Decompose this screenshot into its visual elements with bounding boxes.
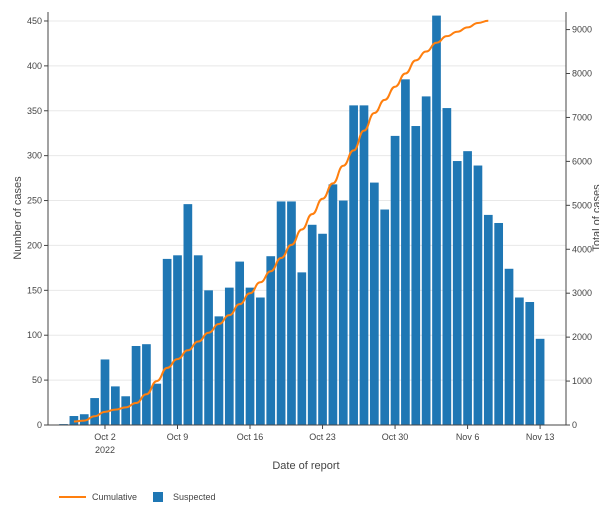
y-tick-label: 200 xyxy=(27,240,42,250)
bar-suspected[interactable] xyxy=(69,416,79,425)
legend-item-suspected[interactable]: Suspected xyxy=(153,492,216,502)
bar-suspected[interactable] xyxy=(307,224,317,425)
bar-suspected[interactable] xyxy=(411,126,421,425)
bar-suspected[interactable] xyxy=(432,15,441,425)
x-axis-label: Date of report xyxy=(272,460,339,472)
y2-tick-label: 4000 xyxy=(572,244,592,254)
bar-suspected[interactable] xyxy=(183,204,193,425)
y-axis-label: Number of cases xyxy=(12,176,24,260)
legend-square-swatch xyxy=(153,492,163,502)
bar-suspected[interactable] xyxy=(297,272,307,425)
bar-suspected[interactable] xyxy=(463,151,472,426)
bar-suspected[interactable] xyxy=(390,135,400,425)
legend-item-cumulative[interactable]: Cumulative xyxy=(59,492,137,502)
y2-tick-label: 8000 xyxy=(572,69,592,79)
y2-tick-label: 1000 xyxy=(572,376,592,386)
bar-suspected[interactable] xyxy=(349,105,358,426)
y2-tick-label: 5000 xyxy=(572,200,592,210)
y-tick-label: 300 xyxy=(27,151,42,161)
y-tick-label: 100 xyxy=(27,330,42,340)
bar-suspected[interactable] xyxy=(121,396,131,425)
bar-suspected[interactable] xyxy=(380,209,390,425)
bar-suspected[interactable] xyxy=(318,233,327,425)
bar-suspected[interactable] xyxy=(338,200,348,425)
bar-suspected[interactable] xyxy=(287,201,296,425)
y-tick-label: 0 xyxy=(37,420,42,430)
bar-suspected[interactable] xyxy=(473,165,483,425)
bar-suspected[interactable] xyxy=(494,222,504,425)
bar-suspected[interactable] xyxy=(421,96,431,425)
bar-suspected[interactable] xyxy=(100,359,110,425)
y2-tick-label: 2000 xyxy=(572,332,592,342)
bar-suspected[interactable] xyxy=(142,344,151,425)
bar-suspected[interactable] xyxy=(162,258,172,425)
bar-suspected[interactable] xyxy=(110,386,120,425)
y-tick-label: 450 xyxy=(27,16,42,26)
y2-tick-label: 0 xyxy=(572,420,577,430)
bar-suspected[interactable] xyxy=(224,287,234,425)
bar-suspected[interactable] xyxy=(245,287,255,425)
gridlines xyxy=(48,20,566,381)
y-tick-label: 250 xyxy=(27,196,42,206)
bar-suspected[interactable] xyxy=(525,301,535,425)
bar-suspected[interactable] xyxy=(504,268,514,425)
axes xyxy=(47,12,567,426)
bar-suspected[interactable] xyxy=(369,182,379,425)
bar-suspected[interactable] xyxy=(266,256,276,425)
x-tick-label: Oct 16 xyxy=(237,432,264,442)
bar-suspected[interactable] xyxy=(214,316,224,425)
x-tick-sublabel: 2022 xyxy=(95,445,115,455)
y2-axis-label: Total of cases xyxy=(591,184,599,252)
bars-suspected xyxy=(59,15,545,426)
x-tick-label: Oct 9 xyxy=(167,432,189,442)
bar-suspected[interactable] xyxy=(276,201,286,425)
bar-suspected[interactable] xyxy=(483,214,493,425)
y2-tick-label: 6000 xyxy=(572,156,592,166)
x-tick-label: Nov 6 xyxy=(456,432,480,442)
cumulative-line[interactable] xyxy=(73,19,489,423)
y-tick-label: 400 xyxy=(27,61,42,71)
bar-suspected[interactable] xyxy=(359,105,369,426)
bar-suspected[interactable] xyxy=(131,345,141,425)
legend-label-suspected: Suspected xyxy=(173,492,216,502)
y-tick-labels: 0 50 100 150 200 250 300 350 400 450 xyxy=(27,16,48,430)
y2-tick-label: 3000 xyxy=(572,288,592,298)
x-tick-label: Oct 30 xyxy=(382,432,409,442)
y-tick-label: 350 xyxy=(27,106,42,116)
x-tick-label: Nov 13 xyxy=(526,432,555,442)
bar-suspected[interactable] xyxy=(90,398,99,425)
y-tick-label: 150 xyxy=(27,285,42,295)
y2-tick-label: 9000 xyxy=(572,25,592,35)
y2-tick-labels: 0 1000 2000 3000 4000 5000 6000 7000 8000 9000 xyxy=(566,25,592,430)
bar-suspected[interactable] xyxy=(173,255,182,425)
bar-suspected[interactable] xyxy=(535,338,545,425)
x-tick-label: Oct 2 xyxy=(94,432,116,442)
y2-tick-label: 7000 xyxy=(572,112,592,122)
y-tick-label: 50 xyxy=(32,375,42,385)
bar-suspected[interactable] xyxy=(328,184,338,425)
bar-suspected[interactable] xyxy=(235,261,245,425)
bar-suspected[interactable] xyxy=(193,255,203,425)
bar-suspected[interactable] xyxy=(152,383,162,425)
bar-suspected[interactable] xyxy=(401,79,410,425)
x-tick-labels: Oct 2 2022 Oct 9 Oct 16 Oct 23 Oct 30 Nov 6 Nov… xyxy=(94,425,554,455)
bar-suspected[interactable] xyxy=(256,297,265,425)
bar-suspected[interactable] xyxy=(204,290,213,425)
bar-suspected[interactable] xyxy=(515,297,524,425)
bar-suspected[interactable] xyxy=(442,108,452,426)
bar-suspected[interactable] xyxy=(452,161,462,425)
legend-label-cumulative: Cumulative xyxy=(92,492,137,502)
line-cumulative xyxy=(73,19,489,423)
legend: Cumulative Suspected xyxy=(59,492,216,502)
x-tick-label: Oct 23 xyxy=(309,432,336,442)
